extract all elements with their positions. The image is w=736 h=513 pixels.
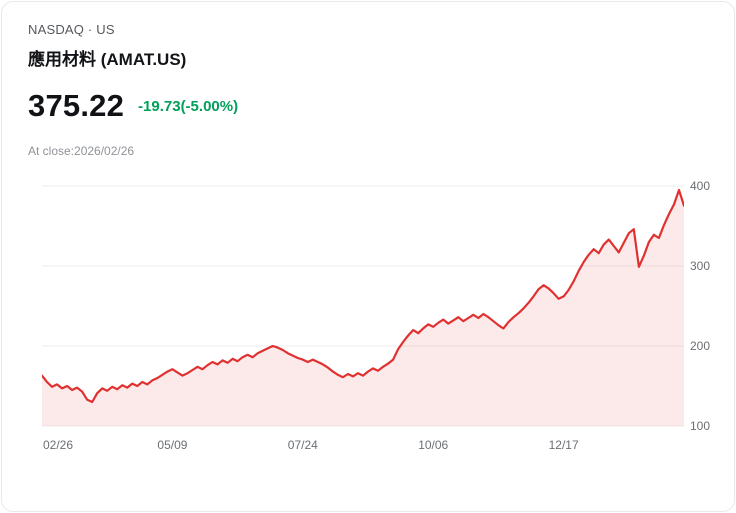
x-tick-label: 12/17 bbox=[548, 438, 579, 452]
y-tick-label: 300 bbox=[690, 259, 711, 273]
x-tick-label: 07/24 bbox=[287, 438, 318, 452]
area-fill bbox=[42, 190, 684, 426]
price-change: -19.73(-5.00%) bbox=[138, 97, 239, 115]
x-axis-labels: 02/26 05/09 07/24 10/06 12/17 bbox=[42, 438, 684, 456]
y-tick-label: 200 bbox=[690, 339, 711, 353]
gridlines bbox=[42, 185, 684, 427]
x-tick-label: 02/26 bbox=[42, 438, 74, 452]
as-of-timestamp: At close:2026/02/26 bbox=[28, 144, 135, 158]
price-row: 375.22 -19.73(-5.00%) bbox=[28, 88, 708, 124]
exchange-label: NASDAQ · US bbox=[28, 22, 115, 37]
y-tick-label: 100 bbox=[690, 419, 711, 433]
y-tick-label: 400 bbox=[690, 179, 711, 193]
price-chart-svg bbox=[42, 185, 684, 427]
last-price: 375.22 bbox=[28, 88, 125, 123]
x-tick-label: 05/09 bbox=[157, 438, 188, 452]
price-chart: 400 300 200 100 02/26 05/09 07/24 10/06 12/17 bbox=[42, 172, 722, 472]
x-tick-label: 10/06 bbox=[418, 438, 449, 452]
quote-header: NASDAQ · US 應用材料 (AMAT.US) 375.22 -19.73… bbox=[2, 2, 734, 158]
stock-name: 應用材料 (AMAT.US) bbox=[28, 50, 187, 69]
price-line bbox=[42, 188, 684, 404]
